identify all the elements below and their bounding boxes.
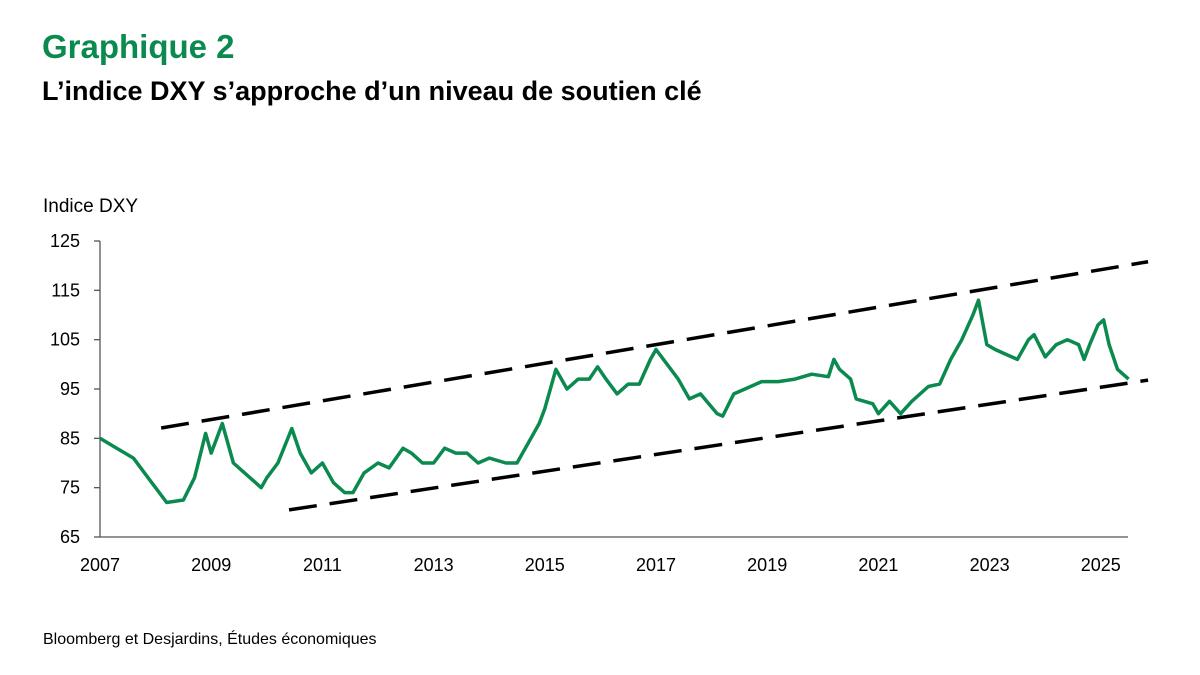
y-tick-label: 75: [60, 478, 80, 498]
dxy-series-line: [99, 298, 1130, 505]
x-tick-label: 2011: [303, 555, 342, 575]
y-tick-label: 85: [60, 428, 80, 448]
x-tick-label: 2013: [414, 555, 454, 575]
x-tick-label: 2007: [80, 555, 120, 575]
x-tick-label: 2025: [1081, 555, 1121, 575]
trendline-support: [288, 378, 1149, 512]
y-tick-label: 115: [51, 280, 80, 300]
y-tick-label: 65: [60, 527, 80, 547]
y-tick-label: 105: [50, 330, 80, 350]
x-tick-label: 2023: [970, 555, 1010, 575]
y-tick-label: 125: [50, 231, 80, 251]
y-axis-label: Indice DXY: [43, 196, 139, 217]
chart-subtitle: L’indice DXY s’approche d’un niveau de s…: [42, 76, 702, 106]
x-tick-label: 2017: [636, 555, 676, 575]
source-note: Bloomberg et Desjardins, Études économiq…: [43, 631, 377, 648]
y-tick-label: 95: [60, 379, 80, 399]
x-tick-label: 2021: [858, 555, 898, 575]
x-tick-label: 2015: [525, 555, 565, 575]
x-tick-label: 2019: [747, 555, 787, 575]
x-tick-label: 2009: [191, 555, 231, 575]
trendline-resistance: [160, 259, 1149, 430]
chart-title: Graphique 2: [42, 28, 235, 65]
